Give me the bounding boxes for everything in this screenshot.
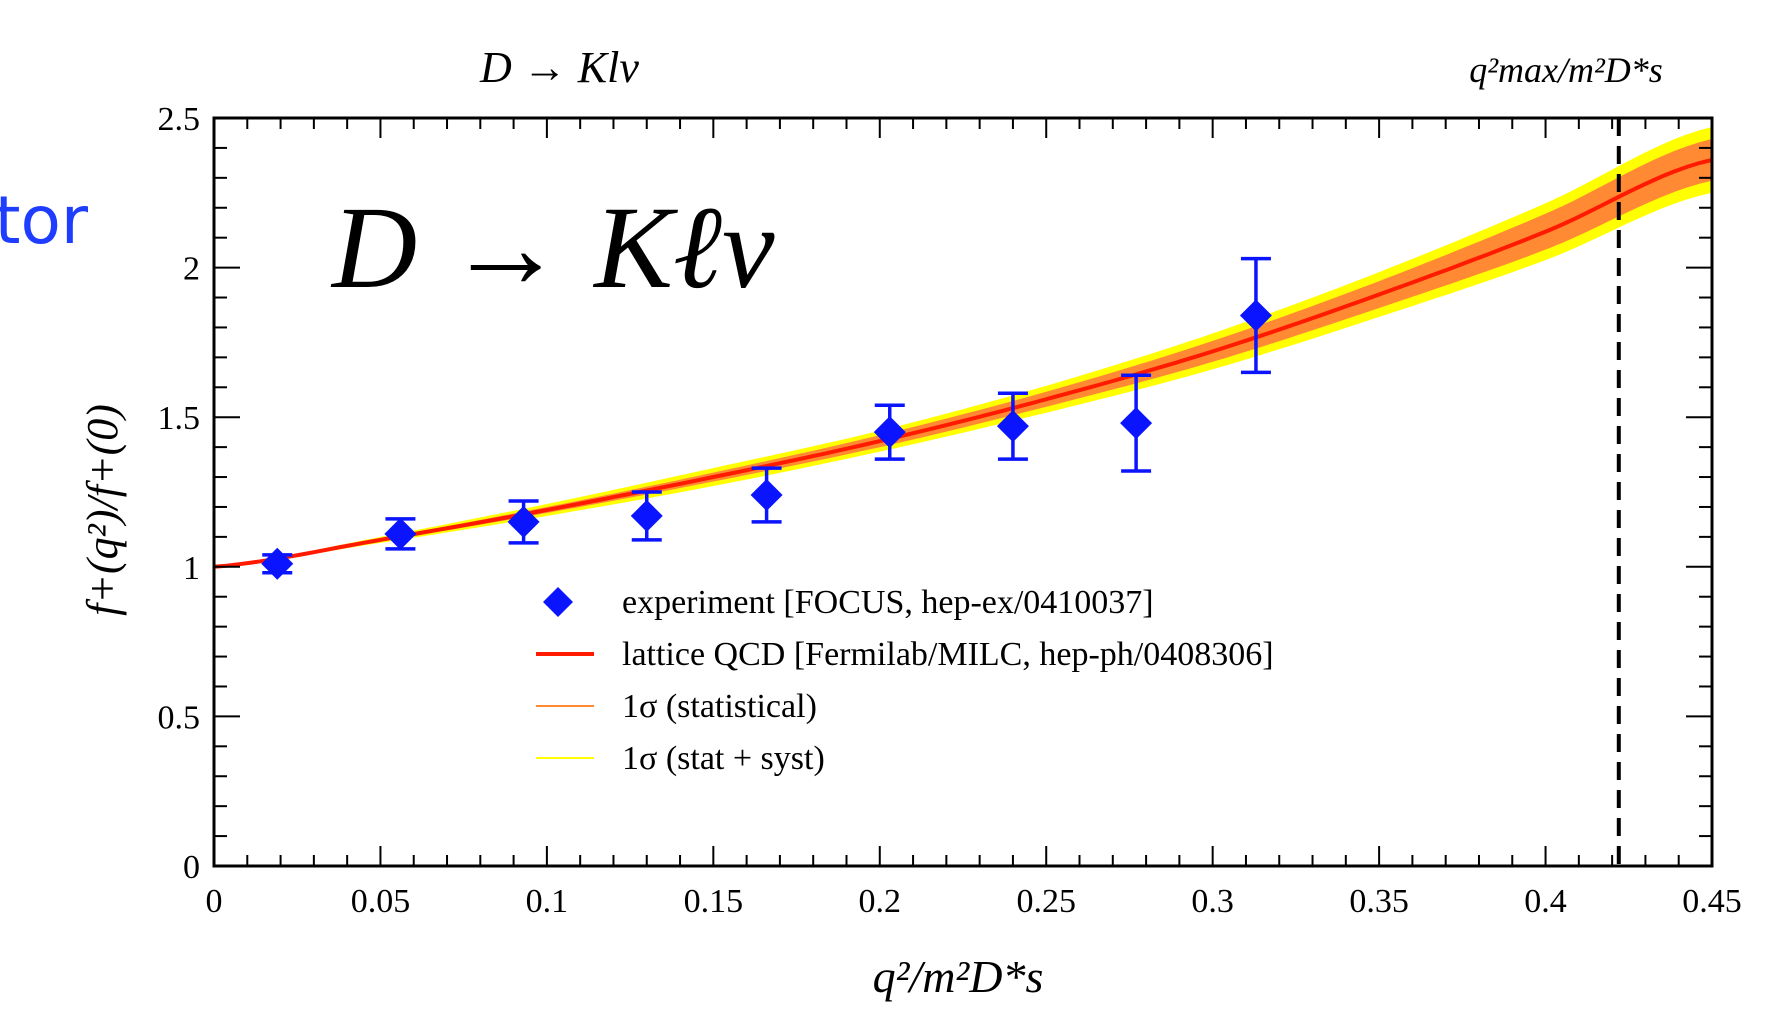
y-tick-label: 0 [183,849,200,886]
x-tick-label: 0.45 [1682,883,1742,920]
x-tick-label: 0.4 [1524,883,1567,920]
big-label: D → Kℓν [330,182,775,313]
experiment-point [1239,256,1272,375]
diamond-marker [261,547,294,580]
x-tick-label: 0 [206,883,223,920]
experiment-point [384,517,417,551]
plot-border [212,116,1714,868]
legend-label: 1σ (stat + syst) [622,740,825,777]
experiment-point [750,466,783,524]
y-tick-label: 2.5 [158,101,201,138]
legend-marker [543,587,573,617]
diamond-marker [1120,407,1153,440]
experiment-point [630,490,663,542]
x-axis-label: q²/m²D*s [873,951,1044,1002]
diamond-marker [507,505,540,538]
experiment-point [1120,373,1153,473]
experiment-points [261,256,1272,580]
experiment-point [261,547,294,580]
y-tick-label: 2 [183,251,200,288]
x-ticks: 0 0.05 0.1 0.15 0.2 0.25 0.3 0.35 0.4 0.45 [206,118,1742,920]
x-tick-label: 0.3 [1191,883,1234,920]
x-tick-label: 0.2 [859,883,902,920]
diamond-marker [873,416,906,449]
x-tick-label: 0.15 [684,883,744,920]
experiment-point [873,403,906,461]
legend-entry-band-syst: 1σ (stat + syst) [536,740,825,777]
experiment-point [507,499,540,545]
diamond-marker [996,410,1029,443]
legend-entry-lattice: lattice QCD [Fermilab/MILC, hep-ph/04083… [536,636,1274,673]
y-tick-label: 1.5 [158,400,201,437]
x-tick-label: 0.1 [526,883,569,920]
experiment-point [996,391,1029,461]
y-axis-label: f+(q²)/f+(0) [78,404,127,616]
legend-label: lattice QCD [Fermilab/MILC, hep-ph/04083… [622,636,1274,673]
side-text: tor [0,182,89,259]
diamond-marker [750,478,783,511]
y-ticks: 0 0.5 1 1.5 2 2.5 [158,101,1712,886]
x-tick-label: 0.35 [1349,883,1409,920]
diamond-marker [384,517,417,550]
y-tick-label: 1 [183,550,200,587]
legend-label: experiment [FOCUS, hep-ex/0410037] [622,584,1154,621]
plot-frame [212,116,1714,868]
diamond-marker [1239,299,1272,332]
x-tick-label: 0.05 [351,883,411,920]
top-title: D → Klν [479,43,639,92]
top-right-label: q²max/m²D*s [1469,50,1663,90]
lattice-curve [213,157,1713,569]
diamond-marker [630,499,663,532]
legend-entry-band-stat: 1σ (statistical) [536,688,817,725]
lattice-line [213,157,1713,569]
legend-label: 1σ (statistical) [622,688,817,725]
legend-entry-experiment: experiment [FOCUS, hep-ex/0410037] [543,584,1154,621]
y-tick-label: 0.5 [158,699,201,736]
legend: experiment [FOCUS, hep-ex/0410037] lattic… [536,584,1274,777]
x-tick-label: 0.25 [1016,883,1076,920]
